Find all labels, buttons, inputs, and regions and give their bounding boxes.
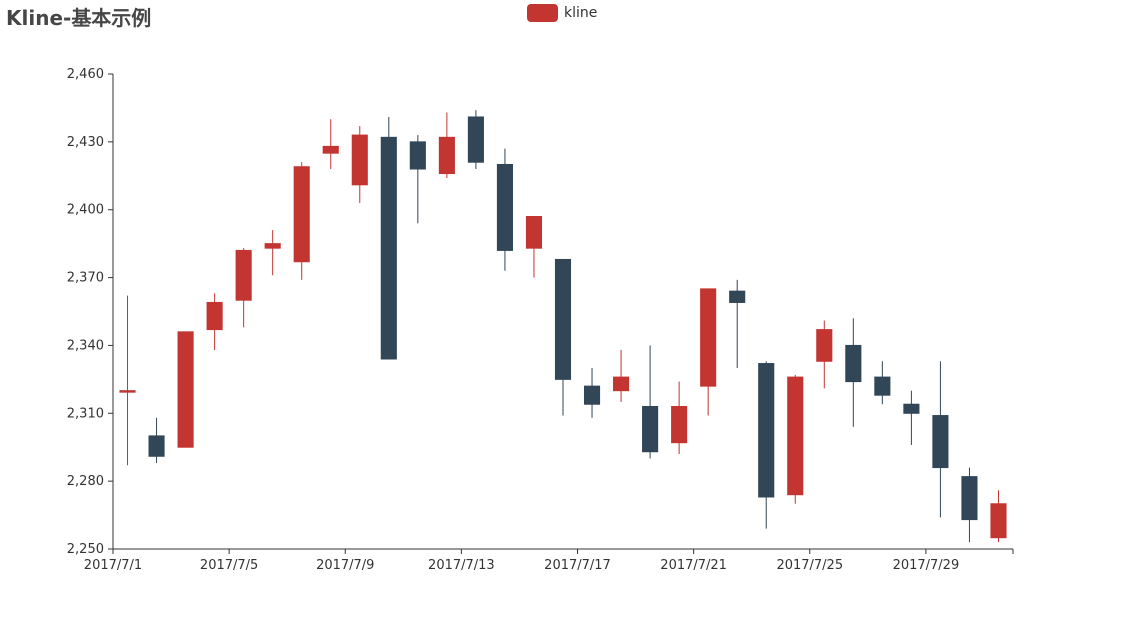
candle (525, 216, 543, 278)
candle (293, 162, 310, 280)
candle (758, 361, 775, 529)
candle-body (293, 166, 310, 263)
candle-body (438, 136, 455, 175)
candle-body (816, 329, 833, 362)
candle (380, 116, 397, 360)
y-tick-label: 2,430 (67, 135, 104, 150)
x-tick-label: 2017/7/25 (776, 558, 843, 573)
candle (845, 318, 862, 427)
x-tick-label: 2017/7/5 (200, 558, 258, 573)
candle-body (583, 385, 601, 405)
candle (438, 112, 455, 179)
legend-swatch (527, 4, 558, 22)
x-tick-label: 2017/7/17 (544, 558, 611, 573)
candle (206, 293, 223, 350)
candle-body (758, 363, 775, 498)
candle (119, 295, 136, 466)
candle-body (525, 216, 543, 249)
x-tick-label: 2017/7/29 (893, 558, 960, 573)
x-tick-label: 2017/7/9 (316, 558, 374, 573)
candle (351, 126, 368, 203)
candles (119, 110, 1007, 543)
candle-body (177, 331, 194, 448)
legend-label: kline (564, 5, 598, 21)
y-tick-label: 2,310 (67, 406, 104, 421)
candle-body (206, 301, 223, 331)
candle (700, 288, 717, 416)
candle-body (932, 415, 949, 469)
candle (235, 248, 252, 328)
candle (583, 368, 601, 418)
candle-body (729, 290, 746, 303)
legend[interactable]: kline (527, 4, 597, 22)
candle-body (874, 376, 891, 396)
y-tick-label: 2,400 (67, 203, 104, 218)
candle (874, 361, 891, 405)
candle (177, 331, 194, 448)
candle-body (119, 390, 136, 393)
candle (264, 230, 281, 276)
candle (322, 119, 339, 169)
candle (903, 390, 920, 445)
candle (961, 467, 978, 543)
candle-body (845, 344, 862, 383)
candle (148, 417, 165, 464)
candle (932, 361, 949, 518)
candle (554, 258, 572, 416)
axes: 2,250 2,280 2,310 2,340 2,370 2,400 2,430 2,460… (67, 67, 1014, 573)
candle-body (990, 503, 1007, 539)
candle-body (148, 435, 165, 457)
candle-body (700, 288, 717, 387)
candle-body (235, 249, 252, 301)
y-tick-label: 2,370 (67, 271, 104, 286)
x-tick-label: 2017/7/21 (660, 558, 727, 573)
candle (496, 148, 513, 271)
candle-body (380, 136, 397, 360)
candle (409, 135, 426, 224)
chart-title: Kline-基本示例 (6, 6, 152, 30)
candle (613, 349, 630, 402)
y-tick-label: 2,280 (67, 474, 104, 489)
candle (729, 279, 746, 369)
candle-body (554, 258, 572, 380)
candle-body (467, 116, 484, 163)
candle-body (351, 134, 368, 186)
candle-body (787, 376, 804, 496)
x-tick-label: 2017/7/1 (84, 558, 142, 573)
y-tick-label: 2,250 (67, 542, 104, 557)
candle (990, 490, 1007, 543)
candle-body (264, 243, 281, 249)
candle (642, 345, 659, 459)
x-tick-label: 2017/7/13 (428, 558, 495, 573)
candle-body (903, 403, 920, 414)
candle-body (496, 163, 513, 251)
candle-body (409, 141, 426, 170)
candle-body (671, 406, 688, 444)
candle (467, 110, 484, 169)
candle-body (961, 476, 978, 521)
y-tick-label: 2,460 (67, 67, 104, 82)
candle-body (642, 406, 659, 453)
candle (816, 320, 833, 389)
candle (787, 374, 804, 504)
y-tick-label: 2,340 (67, 338, 104, 353)
candle-body (322, 145, 339, 154)
candle-body (613, 376, 630, 392)
candle (671, 381, 688, 454)
